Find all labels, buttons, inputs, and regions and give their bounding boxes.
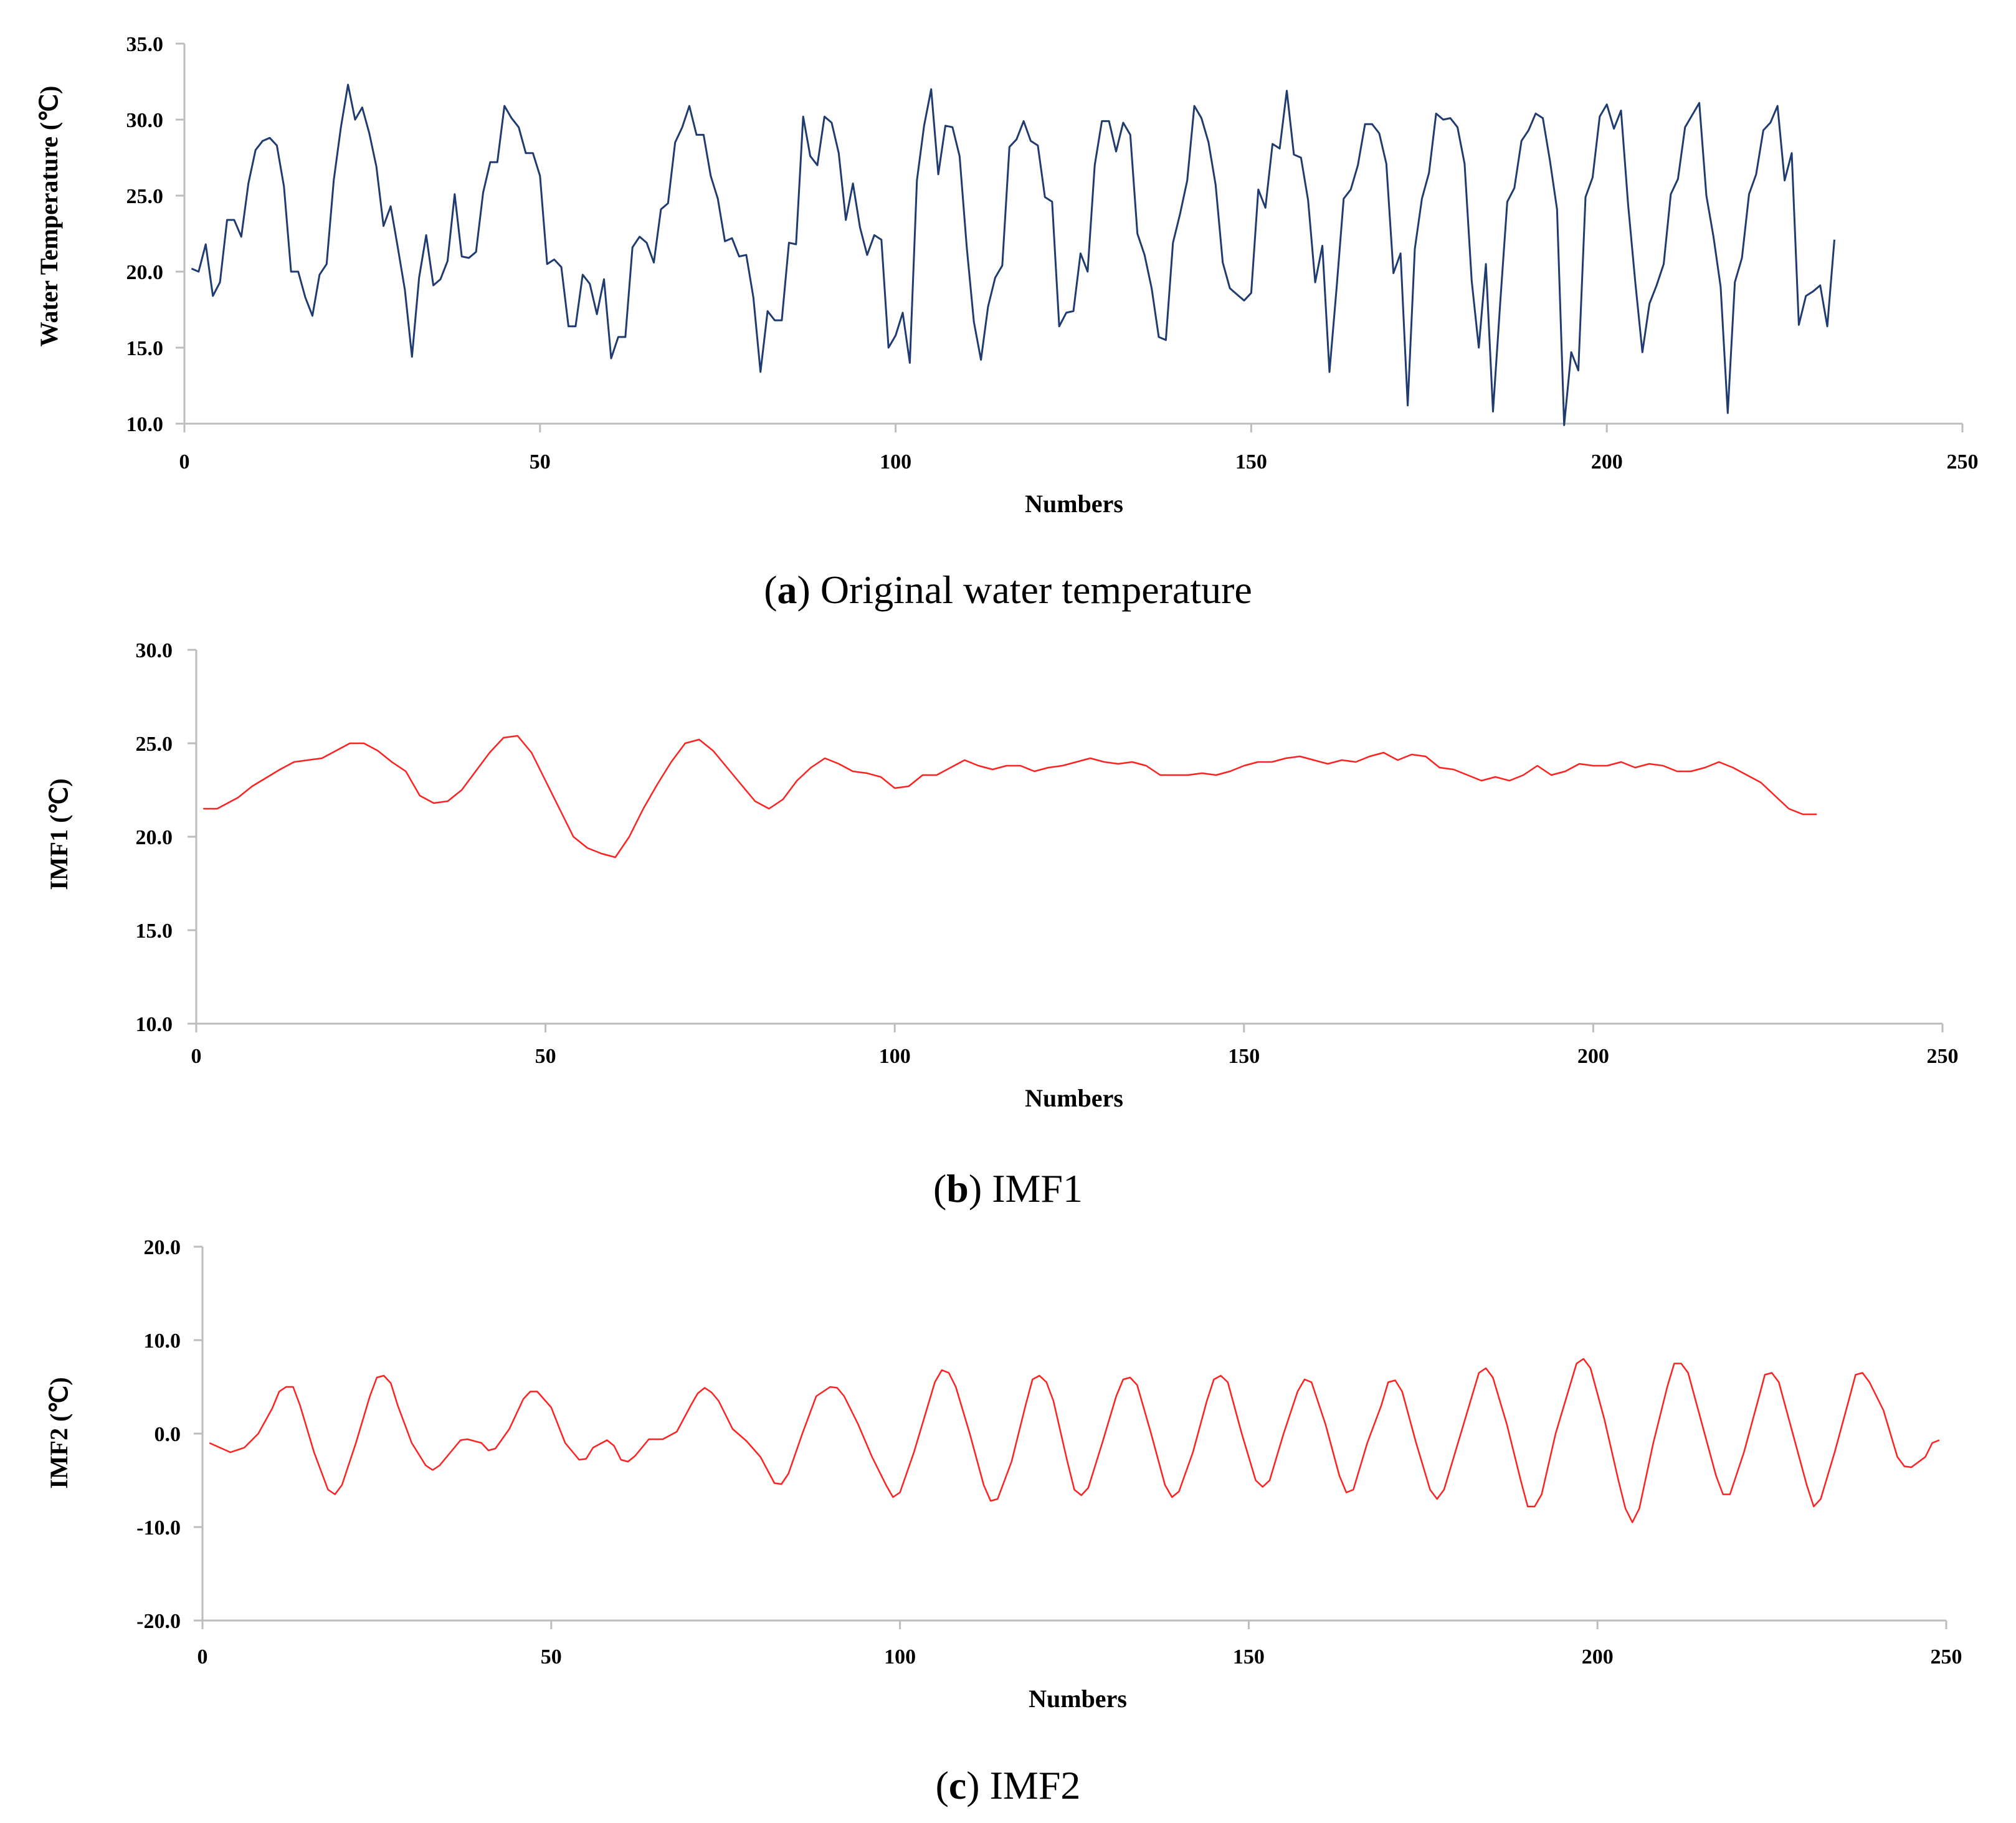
y-tick-label-b-3: 25.0: [136, 733, 173, 756]
y-tick-label-a-5: 35.0: [126, 33, 164, 56]
x-tick-label-a-0: 0: [179, 450, 190, 474]
y-tick-label-a-2: 20.0: [126, 261, 164, 284]
y-tick-label-b-0: 10.0: [136, 1013, 173, 1036]
y-tick-label-a-1: 15.0: [126, 337, 164, 360]
x-axis-label-b: Numbers: [1025, 1084, 1123, 1112]
x-tick-label-b-5: 250: [1927, 1045, 1959, 1068]
x-tick-label-a-3: 150: [1235, 450, 1267, 474]
x-tick-label-b-2: 100: [879, 1045, 911, 1068]
x-tick-label-c-0: 0: [197, 1645, 208, 1668]
chart-panel-c: IMF2 (℃) Numbers (c) IMF2 -20.0 -10.0 0.0 1…: [45, 1236, 1962, 1807]
y-tick-label-c-4: 20.0: [144, 1236, 181, 1259]
x-tick-label-a-2: 100: [880, 450, 911, 474]
x-tick-label-a-4: 200: [1591, 450, 1623, 474]
y-tick-label-a-3: 25.0: [126, 185, 164, 208]
y-tick-label-c-3: 10.0: [144, 1330, 181, 1353]
y-tick-label-b-2: 20.0: [136, 826, 173, 849]
series-line-a-0: [191, 83, 1835, 426]
caption-c: (c) IMF2: [936, 1763, 1081, 1807]
x-axis-label-a: Numbers: [1025, 490, 1123, 518]
x-tick-label-c-3: 150: [1233, 1645, 1265, 1668]
y-axis-label-c: IMF2 (℃): [45, 1377, 73, 1488]
x-tick-label-c-2: 100: [884, 1645, 916, 1668]
series-line-b-0: [203, 735, 1817, 859]
caption-a: (a) Original water temperature: [764, 568, 1252, 612]
x-tick-label-b-0: 0: [191, 1045, 202, 1068]
x-axis-label-c: Numbers: [1029, 1685, 1127, 1713]
y-tick-label-c-2: 0.0: [155, 1423, 181, 1446]
y-axis-label-b: IMF1 (℃): [45, 778, 73, 890]
chart-panel-b: IMF1 (℃) Numbers (b) IMF1 10.0 15.0 20.0 25…: [45, 639, 1959, 1211]
series-line-c-0: [209, 1358, 1940, 1523]
y-tick-label-b-4: 30.0: [136, 639, 173, 662]
y-tick-label-c-1: -10.0: [136, 1516, 181, 1540]
x-tick-label-a-1: 50: [530, 450, 551, 474]
x-tick-label-b-1: 50: [535, 1045, 556, 1068]
x-tick-label-b-4: 200: [1577, 1045, 1609, 1068]
y-tick-label-b-1: 15.0: [136, 920, 173, 943]
x-tick-label-c-4: 200: [1582, 1645, 1614, 1668]
x-tick-label-b-3: 150: [1228, 1045, 1260, 1068]
x-tick-label-c-1: 50: [541, 1645, 562, 1668]
y-tick-label-a-4: 30.0: [126, 109, 164, 132]
x-tick-label-c-5: 250: [1931, 1645, 1962, 1668]
chart-panel-a: Water Temperature (℃) Numbers (a) Origin…: [35, 33, 1979, 612]
y-tick-label-c-0: -20.0: [136, 1610, 181, 1633]
x-tick-label-a-5: 250: [1947, 450, 1979, 474]
y-axis-label-a: Water Temperature (℃): [35, 86, 63, 347]
y-tick-label-a-0: 10.0: [126, 413, 164, 436]
caption-b: (b) IMF1: [933, 1166, 1083, 1211]
